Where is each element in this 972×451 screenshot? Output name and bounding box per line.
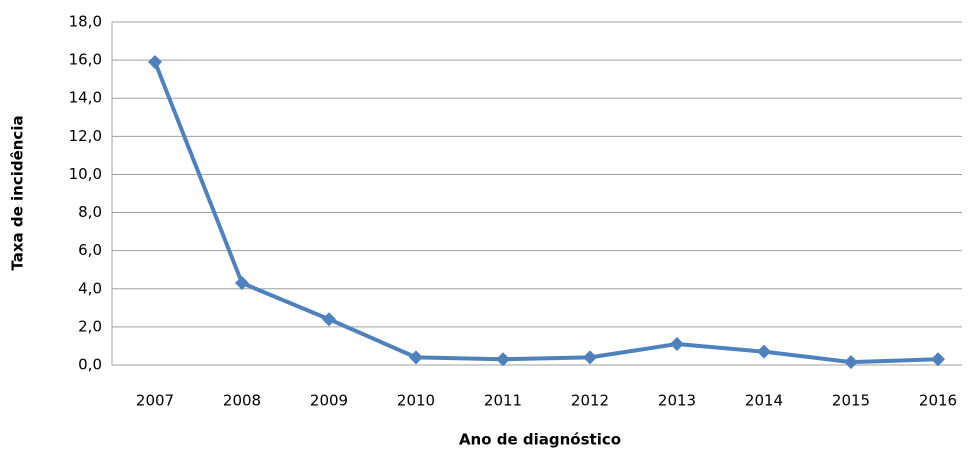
x-tick-label: 2015 [832,392,870,410]
data-marker [757,344,771,359]
data-marker [409,350,423,365]
data-marker [322,312,336,327]
x-axis-title: Ano de diagnóstico [459,431,621,449]
y-tick-label: 4,0 [78,279,102,297]
y-tick-label: 12,0 [69,127,102,145]
y-tick-label: 2,0 [78,317,102,335]
data-marker [844,355,858,370]
data-line [153,61,939,365]
y-tick-label: 16,0 [69,51,102,69]
y-tick-label: 6,0 [78,241,102,259]
x-tick-label: 2007 [136,392,174,410]
x-tick-label: 2013 [658,392,696,410]
y-tick-label: 14,0 [69,89,102,107]
data-marker [496,352,510,367]
x-tick-label: 2011 [484,392,522,410]
y-tick-label: 8,0 [78,203,102,221]
data-marker [670,337,684,352]
x-tick-label: 2012 [571,392,609,410]
data-marker [148,55,162,70]
data-marker [583,350,597,365]
y-tick-label: 10,0 [69,165,102,183]
x-tick-label: 2016 [919,392,957,410]
x-tick-label: 2009 [310,392,348,410]
x-tick-label: 2008 [223,392,261,410]
data-marker [235,276,249,291]
x-tick-label: 2010 [397,392,435,410]
y-axis-title: Taxa de incidência [9,115,27,270]
y-tick-label: 18,0 [69,13,102,31]
x-tick-label: 2014 [745,392,783,410]
data-marker [931,352,945,367]
y-tick-label: 0,0 [78,356,102,374]
